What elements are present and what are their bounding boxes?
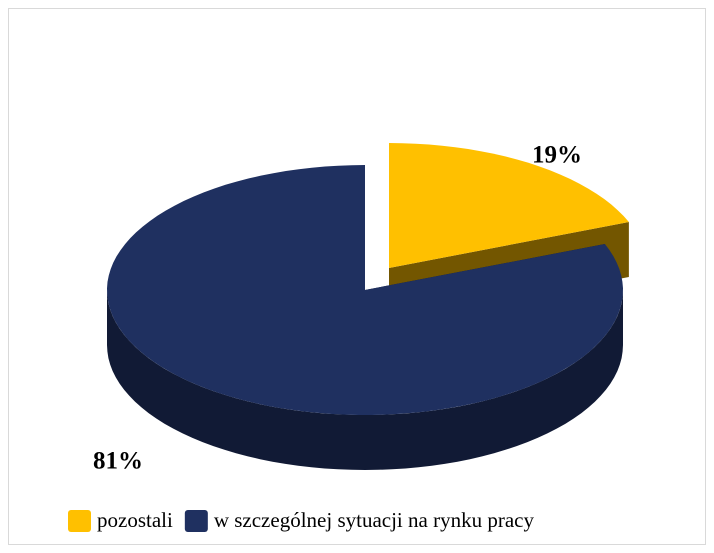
data-label: 81%: [93, 448, 143, 475]
legend-label: w szczególnej sytuacji na rynku pracy: [214, 508, 535, 532]
legend-swatch: [68, 510, 91, 532]
legend-swatch: [184, 510, 208, 532]
slice: [107, 165, 623, 470]
slice-side: [107, 290, 623, 470]
slice: [389, 143, 629, 268]
legend-label: pozostali: [97, 508, 173, 532]
slice: [107, 165, 623, 415]
data-label: 19%: [532, 142, 582, 169]
